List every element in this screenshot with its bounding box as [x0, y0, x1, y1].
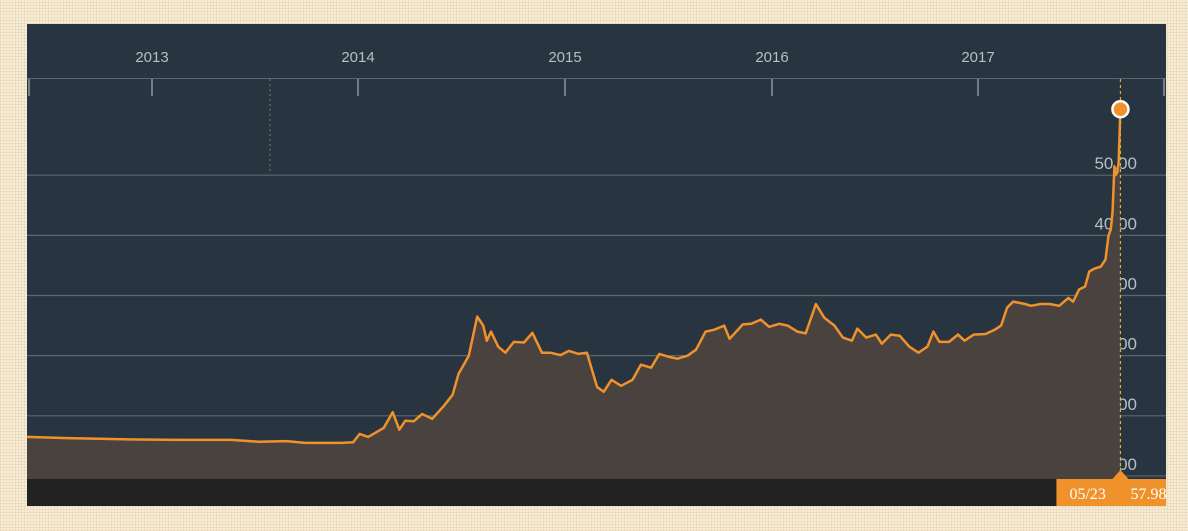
readout-box	[1056, 479, 1166, 506]
y-tick-label: 50.00	[1094, 154, 1137, 173]
readout-pointer	[1112, 470, 1129, 479]
bottom-bar	[27, 479, 1166, 506]
x-tick-label: 2015	[548, 49, 581, 66]
value-readout: 05/23 57.98	[1056, 470, 1166, 506]
x-axis: 2013 2014 2015 2016 2017	[28, 49, 1165, 96]
x-tick-label: 2013	[135, 49, 168, 66]
x-axis-separator	[27, 78, 1166, 79]
last-value-marker[interactable]	[1111, 99, 1130, 119]
x-tick-label: 2016	[755, 49, 788, 66]
x-tick-label: 2014	[341, 49, 374, 66]
chart-svg: 2013 2014 2015 2016 2017 0.0010.0020.003…	[27, 49, 1166, 506]
series-area	[27, 109, 1121, 479]
x-tick-label: 2017	[961, 49, 994, 66]
readout-date: 05/23	[1069, 486, 1105, 503]
series-line	[27, 109, 1122, 445]
chart-area[interactable]: 2013 2014 2015 2016 2017 0.0010.0020.003…	[27, 24, 1166, 506]
readout-value: 57.98	[1130, 486, 1166, 503]
